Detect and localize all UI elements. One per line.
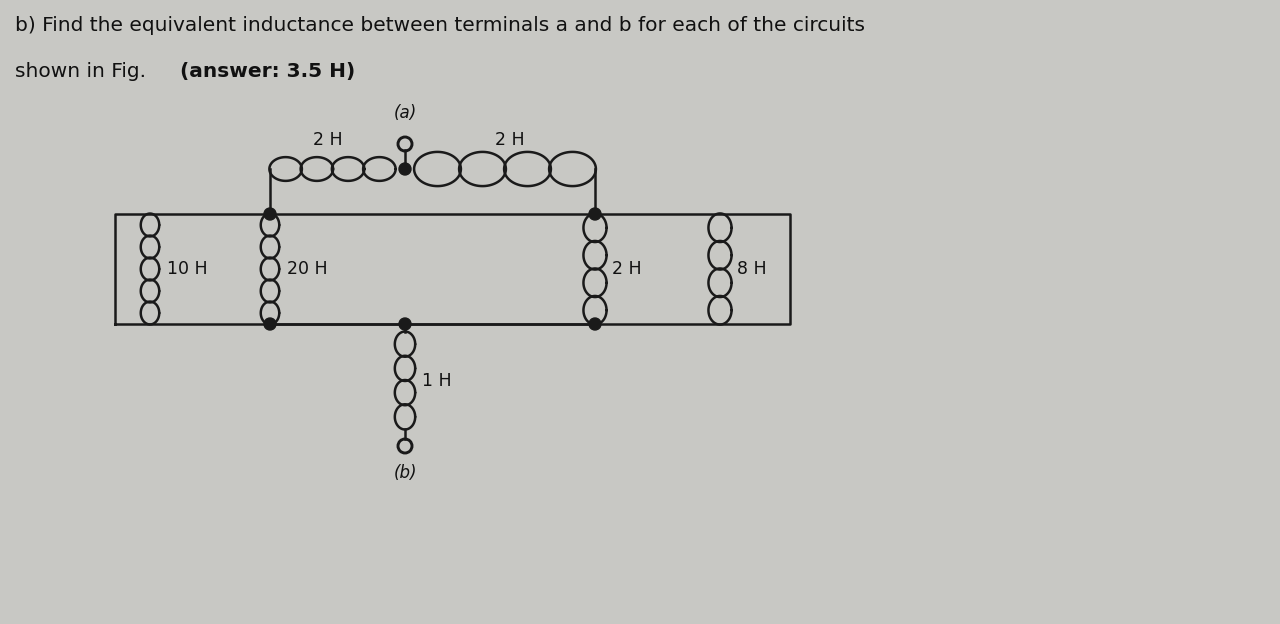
Text: (b): (b) bbox=[393, 464, 417, 482]
Circle shape bbox=[399, 318, 411, 330]
Text: (a): (a) bbox=[393, 104, 416, 122]
Text: b) Find the equivalent inductance between terminals a and b for each of the circ: b) Find the equivalent inductance betwee… bbox=[15, 16, 865, 35]
Text: 8 H: 8 H bbox=[737, 260, 767, 278]
Text: 2 H: 2 H bbox=[312, 131, 342, 149]
Circle shape bbox=[589, 318, 602, 330]
Text: 20 H: 20 H bbox=[287, 260, 328, 278]
Text: shown in Fig.: shown in Fig. bbox=[15, 62, 152, 81]
Text: 1 H: 1 H bbox=[422, 371, 452, 389]
Circle shape bbox=[399, 163, 411, 175]
Text: 10 H: 10 H bbox=[166, 260, 207, 278]
Text: (answer: 3.5 H): (answer: 3.5 H) bbox=[180, 62, 356, 81]
Circle shape bbox=[264, 208, 276, 220]
Text: 2 H: 2 H bbox=[495, 131, 525, 149]
Circle shape bbox=[264, 318, 276, 330]
Text: 2 H: 2 H bbox=[612, 260, 641, 278]
Circle shape bbox=[589, 208, 602, 220]
